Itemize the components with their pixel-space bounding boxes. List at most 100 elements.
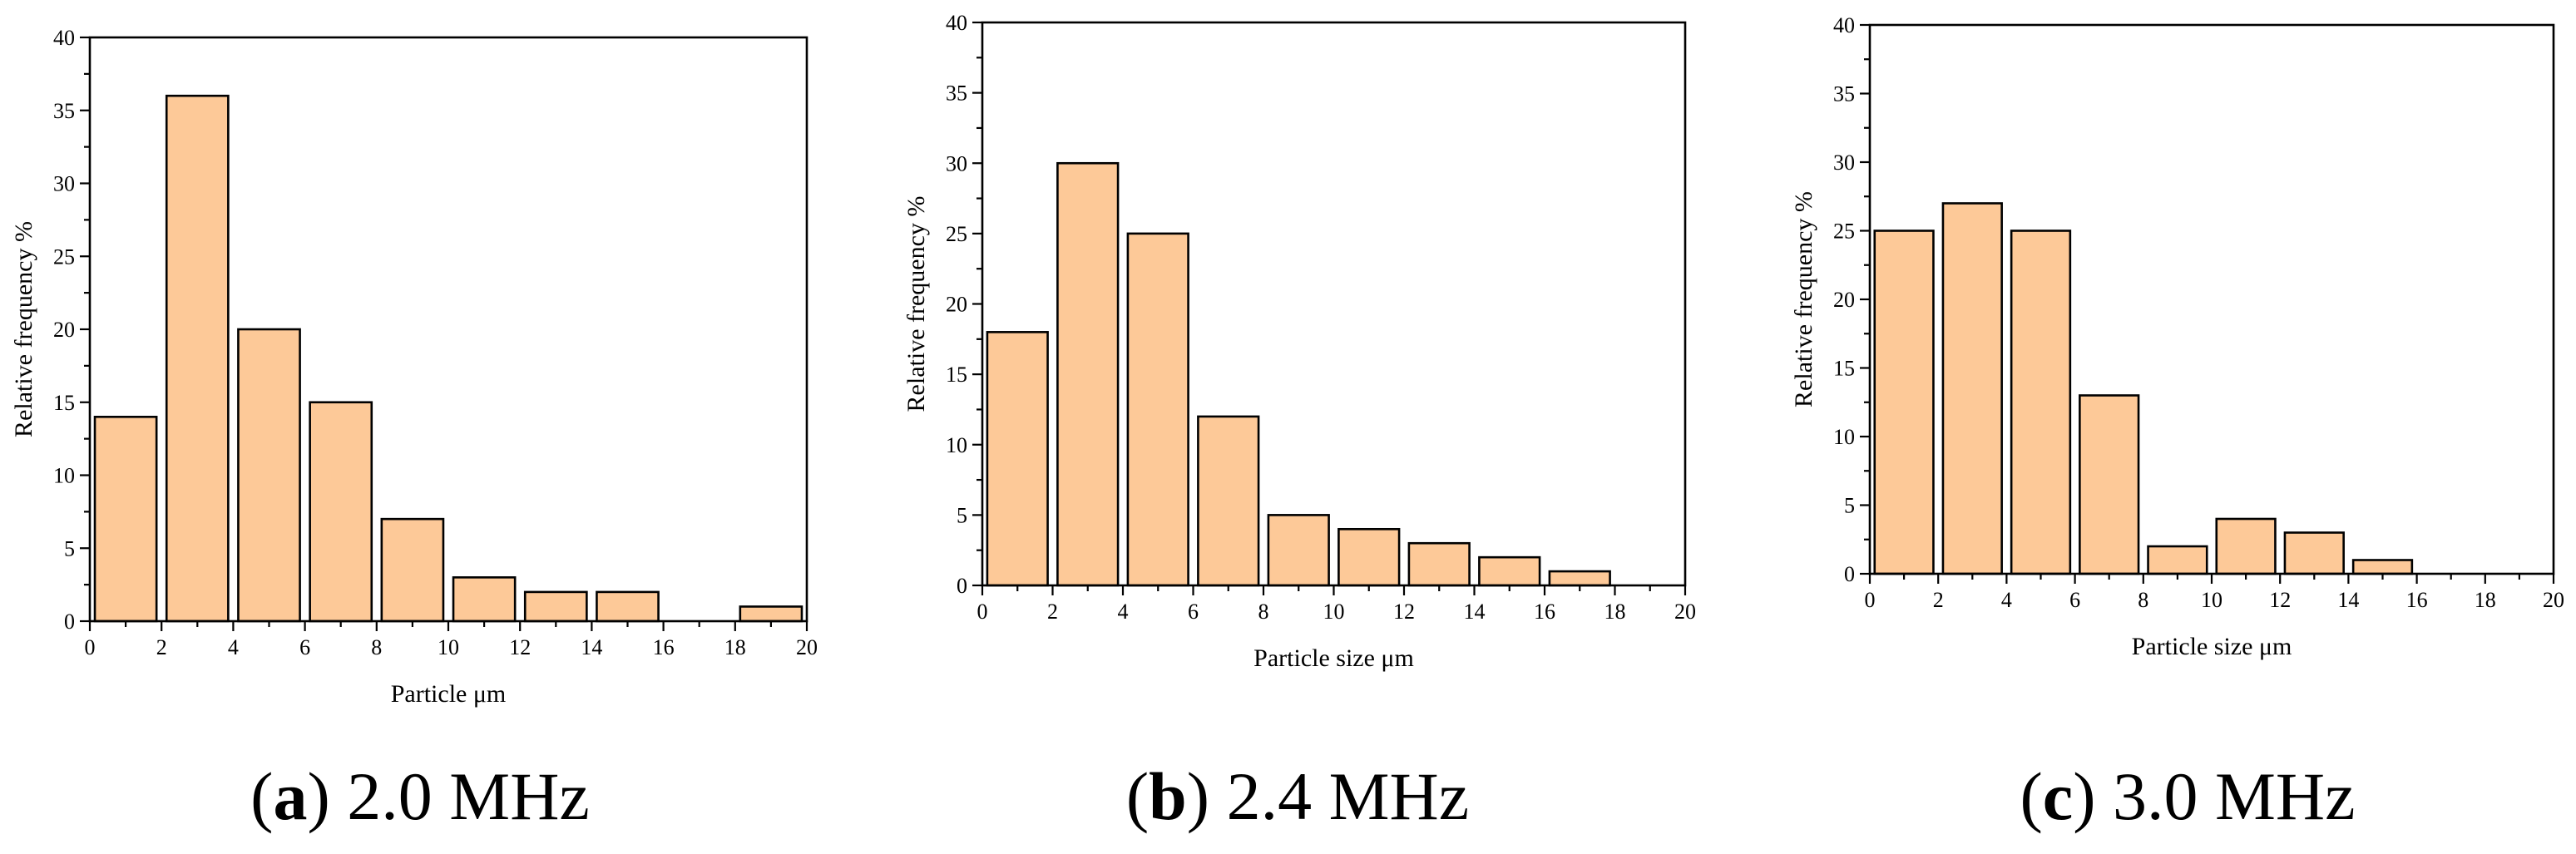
y-tick-label-a-0: 0: [64, 610, 75, 634]
y-tick-label-c-3: 15: [1833, 357, 1855, 381]
bar-b-6: [1407, 541, 1471, 587]
y-tick-label-c-4: 20: [1833, 288, 1855, 312]
x-tick-label-b-9: 18: [1604, 600, 1626, 624]
bar-a-5: [452, 576, 517, 623]
x-tick-label-c-1: 2: [1933, 588, 1944, 612]
bar-c-7: [2351, 559, 2414, 575]
y-tick-label-a-4: 20: [53, 318, 75, 342]
x-tick-label-c-0: 0: [1865, 588, 1876, 612]
x-tick-label-a-2: 4: [228, 635, 239, 659]
panel-caption-a: (a) 2.0 MHz: [250, 758, 590, 834]
y-tick-label-a-3: 15: [53, 391, 75, 415]
y-tick-label-b-1: 5: [957, 503, 967, 527]
bar-c-6: [2283, 531, 2345, 575]
bar-b-5: [1337, 527, 1401, 587]
x-axis-label-c: Particle size μm: [2132, 633, 2292, 660]
x-tick-label-b-10: 20: [1674, 600, 1696, 624]
y-tick-label-b-7: 35: [946, 81, 967, 106]
y-tick-label-b-6: 30: [946, 151, 967, 175]
x-tick-label-c-2: 4: [2001, 588, 2012, 612]
y-tick-label-c-1: 5: [1844, 494, 1855, 518]
x-tick-label-b-2: 4: [1118, 600, 1129, 624]
y-tick-label-a-6: 30: [53, 172, 75, 196]
bar-a-2: [237, 328, 301, 623]
x-tick-label-c-3: 6: [2069, 588, 2080, 612]
y-tick-label-c-5: 25: [1833, 220, 1855, 244]
bar-c-2: [2010, 230, 2072, 575]
bar-c-5: [2215, 517, 2277, 575]
y-tick-label-a-1: 5: [64, 536, 75, 560]
x-tick-label-a-3: 6: [299, 635, 310, 659]
x-tick-label-c-8: 16: [2406, 588, 2428, 612]
caption-paren-open-c: (: [2020, 758, 2042, 834]
x-tick-label-b-4: 8: [1258, 600, 1269, 624]
x-tick-label-a-1: 2: [156, 635, 167, 659]
chart-panel-c: 0 2 4 6 8 10 12 14 16 18 20 0 5 10 15 20 25 30 35 40 Particl…: [1790, 13, 2564, 834]
caption-letter-b: b: [1149, 758, 1187, 834]
x-tick-label-a-5: 10: [438, 635, 459, 659]
y-tick-label-b-0: 0: [957, 574, 967, 598]
bar-b-0: [986, 331, 1049, 587]
x-tick-label-b-5: 10: [1323, 600, 1345, 624]
bar-b-1: [1056, 161, 1120, 587]
bar-c-4: [2147, 545, 2208, 575]
x-tick-label-a-7: 14: [581, 635, 602, 659]
bar-a-1: [165, 94, 230, 623]
bar-b-7: [1478, 555, 1541, 587]
bar-a-0: [93, 415, 158, 623]
y-tick-label-b-4: 20: [946, 293, 967, 317]
x-tick-label-a-6: 12: [509, 635, 531, 659]
x-tick-label-a-9: 18: [724, 635, 746, 659]
x-tick-label-a-8: 16: [653, 635, 675, 659]
caption-letter-c: c: [2043, 758, 2073, 834]
bar-b-3: [1197, 415, 1260, 587]
x-tick-label-b-0: 0: [977, 600, 988, 624]
y-tick-label-c-6: 30: [1833, 151, 1855, 175]
caption-text-c: ) 3.0 MHz: [2073, 758, 2355, 834]
bar-a-6: [523, 590, 588, 623]
caption-paren-open-b: (: [1126, 758, 1149, 834]
caption-letter-a: a: [273, 758, 307, 834]
x-tick-label-c-6: 12: [2269, 588, 2291, 612]
bar-c-1: [1941, 202, 2003, 575]
bar-a-9: [739, 605, 803, 623]
bar-b-8: [1548, 570, 1611, 587]
caption-text-b: ) 2.4 MHz: [1187, 758, 1469, 834]
y-tick-label-b-8: 40: [946, 11, 967, 35]
y-tick-label-b-3: 15: [946, 363, 967, 387]
y-axis-label-b: Relative frequency %: [902, 196, 930, 412]
y-axis-label-c: Relative frequency %: [1790, 191, 1817, 407]
bar-c-3: [2079, 394, 2140, 575]
x-tick-label-c-9: 18: [2475, 588, 2496, 612]
caption-text-a: ) 2.0 MHz: [307, 758, 589, 834]
bar-a-4: [380, 517, 445, 623]
y-tick-label-a-2: 10: [53, 464, 75, 488]
panel-caption-c: (c) 3.0 MHz: [2020, 758, 2355, 834]
x-tick-label-b-3: 6: [1188, 600, 1199, 624]
x-tick-label-b-7: 14: [1464, 600, 1486, 624]
x-tick-label-b-6: 12: [1393, 600, 1415, 624]
caption-paren-open-a: (: [250, 758, 273, 834]
x-tick-label-a-4: 8: [371, 635, 382, 659]
y-tick-label-b-2: 10: [946, 433, 967, 457]
y-tick-label-c-0: 0: [1844, 562, 1855, 586]
y-tick-label-a-7: 35: [53, 99, 75, 123]
y-tick-label-a-8: 40: [53, 26, 75, 50]
bar-a-3: [309, 401, 373, 623]
x-tick-label-c-5: 10: [2201, 588, 2222, 612]
x-tick-label-c-4: 8: [2138, 588, 2148, 612]
panel-caption-b: (b) 2.4 MHz: [1126, 758, 1469, 834]
bar-b-4: [1267, 514, 1330, 587]
x-axis-label-b: Particle size μm: [1253, 644, 1414, 672]
bar-a-7: [596, 590, 660, 623]
x-tick-label-c-7: 14: [2337, 588, 2359, 612]
y-axis-label-a: Relative frequency %: [10, 221, 37, 437]
x-tick-label-b-1: 2: [1047, 600, 1058, 624]
chart-panel-a: 0 2 4 6 8 10 12 14 16 18 20 0 5 10 15 20 25 30 35 40 Particl…: [10, 26, 818, 834]
y-tick-label-b-5: 25: [946, 222, 967, 246]
x-tick-label-a-0: 0: [85, 635, 96, 659]
x-tick-label-a-10: 20: [796, 635, 818, 659]
y-tick-label-c-2: 10: [1833, 425, 1855, 449]
bar-b-2: [1126, 232, 1189, 587]
chart-panel-b: 0 2 4 6 8 10 12 14 16 18 20 0 5 10 15 20 25 30 35 40 Particl…: [902, 11, 1696, 834]
